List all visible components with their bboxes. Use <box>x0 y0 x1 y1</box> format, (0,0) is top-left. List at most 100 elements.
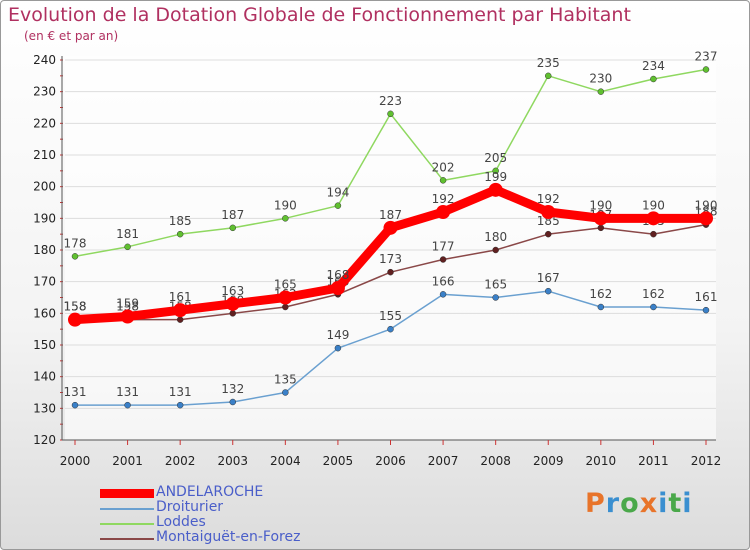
data-point-andelaroche <box>68 312 82 327</box>
data-label-andelaroche: 163 <box>221 284 244 298</box>
data-point-andelaroche <box>278 290 293 305</box>
data-point-montaigu-t-en-forez <box>545 230 552 238</box>
x-tick-label: 2010 <box>586 454 617 468</box>
data-label-andelaroche: 165 <box>274 278 297 292</box>
data-point-montaigu-t-en-forez <box>439 256 447 263</box>
data-label-andelaroche: 158 <box>64 300 87 314</box>
data-label-loddes: 230 <box>589 72 612 86</box>
data-point-loddes <box>597 88 605 95</box>
logo-letter: t <box>668 488 683 519</box>
x-tick-label: 2002 <box>165 454 196 468</box>
data-point-andelaroche <box>330 281 345 295</box>
x-tick-label: 2008 <box>480 454 511 468</box>
data-point-loddes <box>439 177 447 184</box>
data-point-loddes <box>650 75 657 83</box>
y-tick-label: 210 <box>33 148 56 162</box>
logo-letter: o <box>620 488 640 519</box>
data-point-montaigu-t-en-forez <box>176 316 184 323</box>
data-point-droiturier <box>702 306 710 314</box>
data-point-droiturier <box>176 401 184 409</box>
legend-swatch-andelaroche <box>100 489 154 498</box>
legend-label-loddes: Loddes <box>156 514 206 530</box>
legend-label-montaiguet: Montaiguët-en-Forez <box>156 529 301 545</box>
data-label-droiturier: 155 <box>379 309 402 323</box>
data-point-loddes <box>229 224 236 232</box>
data-point-droiturier <box>650 303 657 311</box>
x-tick-label: 2005 <box>323 454 354 468</box>
data-point-droiturier <box>492 294 499 301</box>
data-point-andelaroche <box>699 211 713 226</box>
data-point-loddes <box>71 253 79 260</box>
data-label-montaigu-t-en-forez: 158 <box>116 300 139 314</box>
data-point-andelaroche <box>225 296 240 311</box>
y-tick-label: 220 <box>33 116 56 130</box>
x-tick-label: 2007 <box>428 454 459 468</box>
data-point-loddes <box>545 72 552 80</box>
data-point-montaigu-t-en-forez <box>597 224 605 232</box>
x-tick-label: 2003 <box>217 454 248 468</box>
data-point-andelaroche <box>488 182 503 197</box>
data-point-loddes <box>334 202 342 209</box>
data-label-loddes: 194 <box>326 186 349 200</box>
data-label-andelaroche: 190 <box>695 198 718 212</box>
y-tick-label: 240 <box>33 53 56 67</box>
logo-letter: r <box>605 488 621 519</box>
data-label-andelaroche: 190 <box>589 198 612 212</box>
chart-title: Evolution de la Dotation Globale de Fonc… <box>8 4 631 26</box>
data-label-droiturier: 131 <box>64 385 87 399</box>
y-tick-label: 180 <box>33 243 56 257</box>
data-point-loddes <box>124 243 131 251</box>
data-label-droiturier: 167 <box>537 271 560 285</box>
x-tick-label: 2006 <box>375 454 406 468</box>
data-label-droiturier: 131 <box>169 385 192 399</box>
data-point-droiturier <box>387 325 394 333</box>
data-label-droiturier: 161 <box>695 290 718 304</box>
data-point-loddes <box>282 215 289 222</box>
data-label-droiturier: 131 <box>116 385 139 399</box>
data-label-montaigu-t-en-forez: 177 <box>432 240 455 254</box>
data-point-loddes <box>387 110 394 118</box>
data-label-loddes: 181 <box>116 227 139 241</box>
legend-swatch-montaiguet <box>100 538 154 540</box>
x-tick-label: 2012 <box>691 454 722 468</box>
data-point-droiturier <box>124 401 131 409</box>
x-tick-label: 2011 <box>638 454 669 468</box>
data-point-loddes <box>702 66 710 73</box>
y-tick-label: 140 <box>33 370 56 384</box>
data-label-andelaroche: 199 <box>484 170 507 184</box>
data-point-droiturier <box>545 287 552 295</box>
data-point-droiturier <box>282 389 289 396</box>
y-tick-label: 230 <box>33 85 56 99</box>
data-point-loddes <box>176 230 184 238</box>
y-tick-label: 150 <box>33 338 56 352</box>
data-point-montaigu-t-en-forez <box>229 310 236 317</box>
data-point-droiturier <box>334 344 342 352</box>
x-tick-label: 2009 <box>533 454 564 468</box>
data-label-loddes: 185 <box>169 214 192 228</box>
data-label-montaigu-t-en-forez: 158 <box>64 300 87 314</box>
data-label-montaigu-t-en-forez: 185 <box>537 214 560 228</box>
data-label-loddes: 187 <box>221 208 244 222</box>
logo-letter: P <box>585 488 606 519</box>
y-tick-label: 160 <box>33 306 56 320</box>
data-label-andelaroche: 187 <box>379 208 402 222</box>
data-point-montaigu-t-en-forez <box>492 246 499 254</box>
data-point-droiturier <box>597 303 605 311</box>
data-label-loddes: 223 <box>379 94 402 108</box>
data-label-droiturier: 166 <box>432 274 455 288</box>
data-label-andelaroche: 159 <box>116 297 139 311</box>
data-label-droiturier: 165 <box>484 278 507 292</box>
y-tick-label: 170 <box>33 275 56 289</box>
y-tick-label: 190 <box>33 211 56 225</box>
legend-swatch-droiturier <box>100 508 154 510</box>
data-point-montaigu-t-en-forez <box>282 303 289 311</box>
data-point-andelaroche <box>646 211 661 226</box>
y-tick-label: 120 <box>33 433 56 447</box>
data-point-droiturier <box>71 401 79 409</box>
data-label-droiturier: 132 <box>221 382 244 396</box>
proxiti-logo: Proxiti <box>585 488 693 519</box>
data-label-montaigu-t-en-forez: 173 <box>379 252 402 266</box>
data-label-loddes: 234 <box>642 59 665 73</box>
data-label-andelaroche: 168 <box>326 268 349 282</box>
